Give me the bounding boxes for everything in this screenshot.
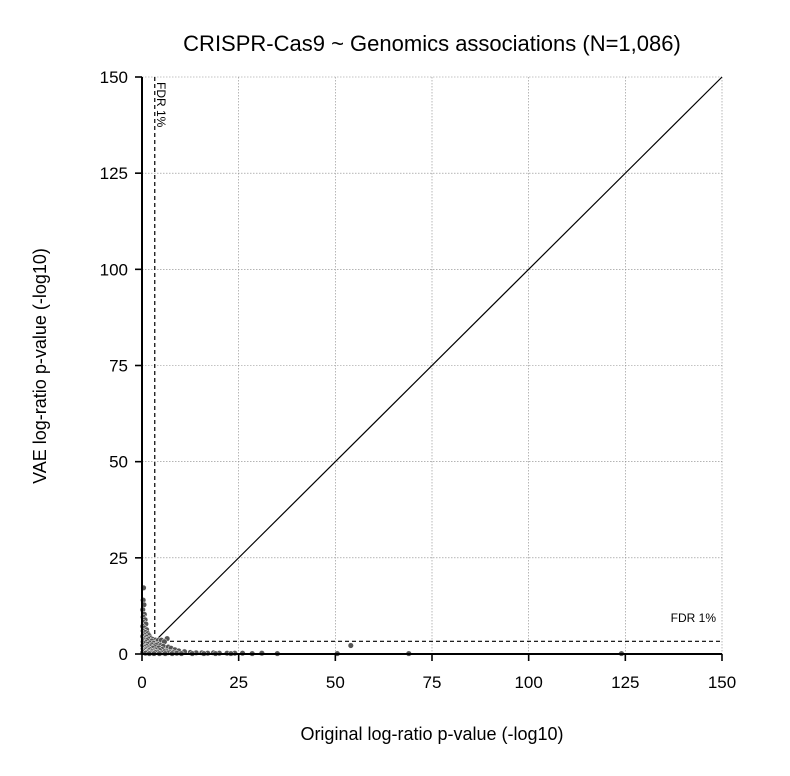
- y-tick-label-3: 75: [109, 357, 128, 376]
- y-axis-ticks: 0 25 50 75 100 125 150: [100, 68, 142, 664]
- x-tick-label-3: 75: [423, 673, 442, 692]
- identity-diagonal-line: [141, 76, 723, 655]
- fdr-label-vertical: FDR 1%: [154, 82, 168, 128]
- x-tick-label-2: 50: [326, 673, 345, 692]
- x-tick-label-0: 0: [137, 673, 146, 692]
- x-tick-label-1: 25: [229, 673, 248, 692]
- x-axis-ticks: 0 25 50 75 100 125 150: [137, 654, 736, 692]
- y-tick-label-2: 50: [109, 453, 128, 472]
- y-tick-label-4: 100: [100, 260, 128, 279]
- y-tick-label-5: 125: [100, 164, 128, 183]
- y-tick-label-6: 150: [100, 68, 128, 87]
- scatter-points: [139, 584, 625, 657]
- y-tick-label-0: 0: [119, 645, 128, 664]
- x-tick-label-6: 150: [708, 673, 736, 692]
- x-tick-label-5: 125: [611, 673, 639, 692]
- x-tick-label-4: 100: [514, 673, 542, 692]
- chart-title: CRISPR-Cas9 ~ Genomics associations (N=1…: [183, 31, 681, 56]
- y-axis-label: VAE log-ratio p-value (-log10): [30, 248, 50, 484]
- y-tick-label-1: 25: [109, 549, 128, 568]
- data-point-102: [347, 642, 354, 649]
- fdr-threshold-lines: [142, 77, 722, 654]
- fdr-label-horizontal: FDR 1%: [671, 611, 717, 625]
- x-axis-label: Original log-ratio p-value (-log10): [300, 724, 563, 744]
